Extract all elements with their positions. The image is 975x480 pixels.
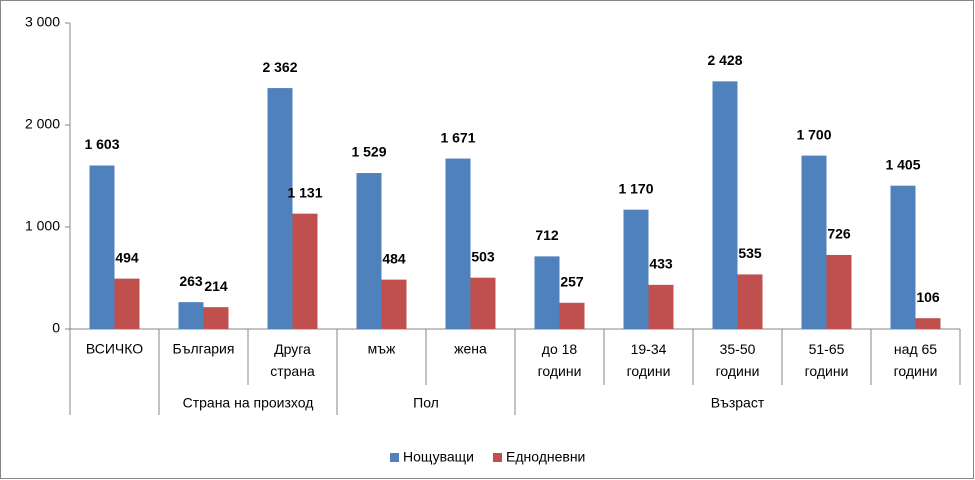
data-label: 257 <box>560 273 584 289</box>
legend-swatch <box>492 453 502 462</box>
x-tick-label: ВСИЧКО <box>86 341 143 357</box>
bar <box>648 284 674 329</box>
data-label: 1 131 <box>287 184 322 200</box>
x-tick-label: мъж <box>368 341 396 357</box>
data-label: 433 <box>649 256 673 272</box>
bar <box>470 277 496 329</box>
group-label: Пол <box>413 395 439 411</box>
bar <box>737 274 763 329</box>
x-tick-label: Друга страна <box>270 341 315 379</box>
bar <box>89 165 115 329</box>
data-label: 263 <box>179 273 203 289</box>
bar <box>114 278 140 329</box>
bar <box>801 155 827 329</box>
bar <box>826 254 852 329</box>
bar <box>623 209 649 329</box>
bar <box>712 81 738 330</box>
x-tick-label: 51-65 години <box>805 341 849 379</box>
data-label: 1 671 <box>440 129 475 145</box>
x-tick-label: 19-34 години <box>627 341 671 379</box>
data-label: 1 405 <box>885 156 920 172</box>
bar <box>267 88 293 330</box>
bar <box>178 302 204 329</box>
y-tick-label: 3 000 <box>25 14 60 30</box>
bar <box>381 279 407 329</box>
bar <box>356 173 382 329</box>
data-label: 2 428 <box>707 52 742 68</box>
bar <box>915 318 941 329</box>
x-tick-label: България <box>173 341 235 357</box>
bar <box>292 213 318 329</box>
data-label: 106 <box>916 289 940 305</box>
legend-swatch <box>390 453 399 462</box>
group-label: Възраст <box>711 395 765 411</box>
bar <box>890 185 916 329</box>
data-label: 712 <box>535 227 559 243</box>
x-tick-label: 35-50 години <box>716 341 760 379</box>
data-label: 494 <box>115 249 139 265</box>
data-label: 726 <box>827 226 851 242</box>
data-label: 1 529 <box>351 144 386 160</box>
bar <box>559 302 585 329</box>
x-tick-label: жена <box>454 341 487 357</box>
data-label: 214 <box>204 278 228 294</box>
bar <box>534 256 560 329</box>
data-label: 1 700 <box>796 126 831 142</box>
data-label: 1 603 <box>84 136 119 152</box>
data-label: 535 <box>738 245 762 261</box>
y-tick-label: 2 000 <box>25 116 60 132</box>
bar <box>203 307 229 329</box>
x-tick-label: до 18 години <box>538 341 582 379</box>
x-tick-label: над 65 години <box>894 341 938 379</box>
data-label: 484 <box>382 250 406 266</box>
data-label: 503 <box>471 248 495 264</box>
legend-label: Нощуващи <box>403 449 474 465</box>
y-tick-label: 1 000 <box>25 218 60 234</box>
y-tick-label: 0 <box>52 320 60 336</box>
data-label: 1 170 <box>618 180 653 196</box>
group-label: Страна на произход <box>183 395 314 411</box>
bar <box>445 158 471 329</box>
data-label: 2 362 <box>262 59 297 75</box>
legend-label: Еднодневни <box>506 449 585 465</box>
